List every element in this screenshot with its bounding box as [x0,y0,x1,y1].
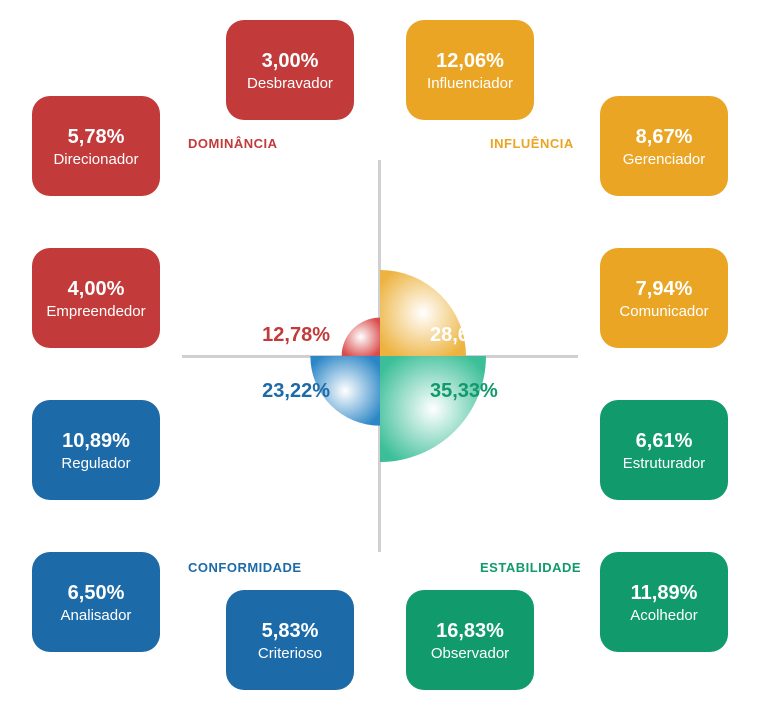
profile-percentage: 16,83% [436,619,504,643]
center-chart [240,216,520,496]
profile-card: 12,06% Influenciador [406,20,534,120]
profile-percentage: 12,06% [436,49,504,73]
quadrant-label: ESTABILIDADE [480,560,581,575]
profile-percentage: 3,00% [262,49,319,73]
center-slice-dominancia [342,318,380,356]
profile-label: Observador [431,645,509,662]
profile-label: Analisador [61,607,132,624]
profile-label: Regulador [61,455,130,472]
center-value-influencia: 28,67% [430,324,498,347]
profile-label: Empreendedor [46,303,145,320]
center-value-estabilidade: 35,33% [430,380,498,403]
profile-percentage: 8,67% [636,125,693,149]
profile-label: Gerenciador [623,151,706,168]
profile-percentage: 6,61% [636,429,693,453]
profile-label: Acolhedor [630,607,698,624]
profile-percentage: 5,83% [262,619,319,643]
profile-card: 11,89% Acolhedor [600,552,728,652]
quadrant-label: INFLUÊNCIA [490,136,574,151]
center-value-conformidade: 23,22% [262,380,330,403]
profile-card: 8,67% Gerenciador [600,96,728,196]
center-svg [240,216,520,496]
center-value-dominancia: 12,78% [262,324,330,347]
profile-percentage: 7,94% [636,277,693,301]
center-slice-estabilidade [380,356,486,462]
quadrant-label: CONFORMIDADE [188,560,302,575]
profile-percentage: 10,89% [62,429,130,453]
profile-card: 16,83% Observador [406,590,534,690]
profile-card: 5,83% Criterioso [226,590,354,690]
profile-card: 10,89% Regulador [32,400,160,500]
profile-card: 4,00% Empreendedor [32,248,160,348]
profile-label: Influenciador [427,75,513,92]
profile-percentage: 4,00% [68,277,125,301]
profile-label: Desbravador [247,75,333,92]
profile-label: Direcionador [53,151,138,168]
profile-card: 6,50% Analisador [32,552,160,652]
quadrant-label: DOMINÂNCIA [188,136,278,151]
profile-percentage: 5,78% [68,125,125,149]
profile-percentage: 11,89% [631,581,698,605]
profile-percentage: 6,50% [68,581,125,605]
profile-card: 6,61% Estruturador [600,400,728,500]
profile-card: 7,94% Comunicador [600,248,728,348]
profile-label: Estruturador [623,455,706,472]
profile-card: 3,00% Desbravador [226,20,354,120]
profile-label: Comunicador [619,303,708,320]
profile-card: 5,78% Direcionador [32,96,160,196]
profile-label: Criterioso [258,645,322,662]
